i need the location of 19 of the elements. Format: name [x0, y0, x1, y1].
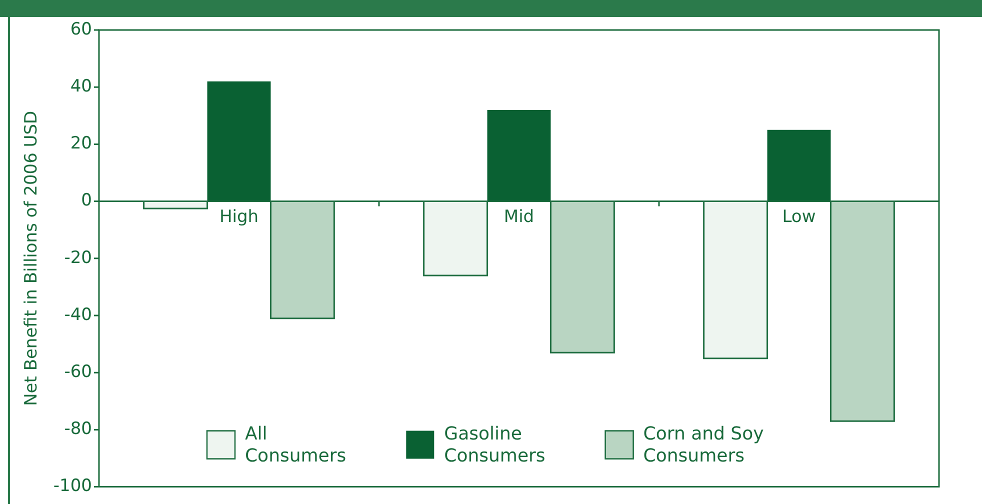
legend-label: All Consumers — [244, 423, 346, 466]
x-tick-label: Low — [782, 207, 816, 228]
legend-label: Corn and Soy Consumers — [643, 423, 764, 466]
x-tick-label: High — [219, 207, 259, 228]
y-tick-label: -60 — [64, 362, 92, 382]
y-tick-label: -40 — [64, 304, 92, 325]
x-tick-label: Mid — [504, 207, 534, 228]
y-tick-label: 60 — [70, 19, 92, 40]
legend-label: Gasoline Consumers — [444, 423, 546, 466]
y-tick-label: 40 — [70, 76, 92, 97]
bar — [767, 130, 831, 202]
bar — [487, 110, 551, 202]
y-tick-label: -100 — [53, 476, 92, 496]
bar — [207, 81, 271, 202]
y-axis-title: Net Benefit in Billions of 2006 USD — [22, 110, 42, 406]
y-tick-label: -80 — [64, 419, 92, 440]
y-tick-label: 0 — [81, 190, 92, 211]
y-tick-label: 20 — [70, 134, 92, 154]
y-tick-label: -20 — [64, 248, 92, 268]
